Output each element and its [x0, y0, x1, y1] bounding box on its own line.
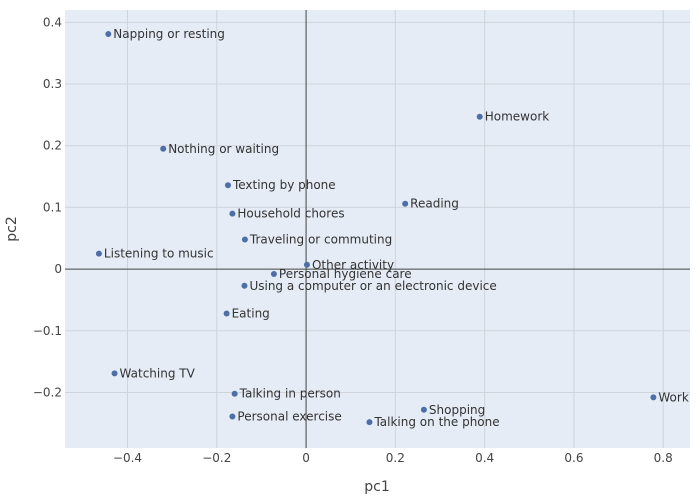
data-point-label: Personal hygiene care [279, 267, 412, 281]
data-point-label: Eating [232, 307, 270, 321]
x-axis-title: pc1 [364, 479, 390, 495]
data-point-label: Reading [410, 197, 459, 211]
data-point[interactable] [476, 113, 483, 120]
x-tick-label: −0.4 [113, 451, 142, 465]
data-point[interactable] [223, 310, 230, 317]
data-point-label: Napping or resting [113, 27, 225, 41]
data-point-label: Listening to music [104, 247, 214, 261]
data-point[interactable] [105, 31, 112, 38]
data-point[interactable] [224, 182, 231, 189]
data-point[interactable] [241, 236, 248, 243]
data-point-label: Personal exercise [237, 410, 341, 424]
plot-area [65, 10, 690, 448]
data-point-label: Household chores [237, 207, 344, 221]
y-tick-label: −0.1 [33, 324, 62, 338]
data-point[interactable] [402, 200, 409, 207]
x-tick-label: 0.6 [564, 451, 583, 465]
data-point-label: Nothing or waiting [168, 142, 279, 156]
data-point-label: Work [658, 390, 688, 404]
x-tick-label: 0.8 [654, 451, 673, 465]
data-point-label: Talking on the phone [373, 415, 499, 429]
data-point[interactable] [229, 210, 236, 217]
data-point[interactable] [229, 413, 236, 420]
zero-lines [65, 10, 690, 448]
data-point-label: Talking in person [239, 387, 341, 401]
y-tick-label: 0.2 [43, 139, 62, 153]
data-point-label: Shopping [429, 403, 485, 417]
data-point[interactable] [241, 282, 248, 289]
tick-labels: −0.4 −0.2 0 0.2 0.4 0.6 0.8 −0.2 −0.1 0 0.1 0.2 0.3 0… [33, 15, 673, 465]
data-point[interactable] [650, 394, 657, 401]
data-point[interactable] [160, 145, 167, 152]
data-point-label: Homework [485, 110, 550, 124]
y-tick-label: 0.1 [43, 200, 62, 214]
y-tick-label: −0.2 [33, 385, 62, 399]
data-point-label: Watching TV [120, 366, 196, 380]
grid-lines [65, 10, 690, 448]
data-point-label: Using a computer or an electronic device [249, 279, 496, 293]
y-axis-title: pc2 [4, 216, 20, 242]
x-tick-label: 0.2 [386, 451, 405, 465]
data-point[interactable] [270, 271, 277, 278]
x-tick-label: 0.4 [475, 451, 494, 465]
y-tick-label: 0.3 [43, 77, 62, 91]
x-tick-label: 0 [302, 451, 310, 465]
data-point-label: Texting by phone [232, 178, 336, 192]
data-point[interactable] [420, 406, 427, 413]
data-point[interactable] [95, 250, 102, 257]
data-point[interactable] [366, 419, 373, 426]
data-point-label: Other activity [312, 258, 394, 272]
data-points: Napping or resting Homework Nothing or wai… [95, 27, 689, 429]
x-tick-label: −0.2 [202, 451, 231, 465]
data-point[interactable] [111, 370, 118, 377]
data-point[interactable] [303, 261, 310, 268]
y-tick-label: 0.4 [43, 15, 62, 29]
data-point-label: Traveling or commuting [249, 232, 392, 246]
y-tick-label: 0 [54, 262, 62, 276]
data-point[interactable] [231, 390, 238, 397]
